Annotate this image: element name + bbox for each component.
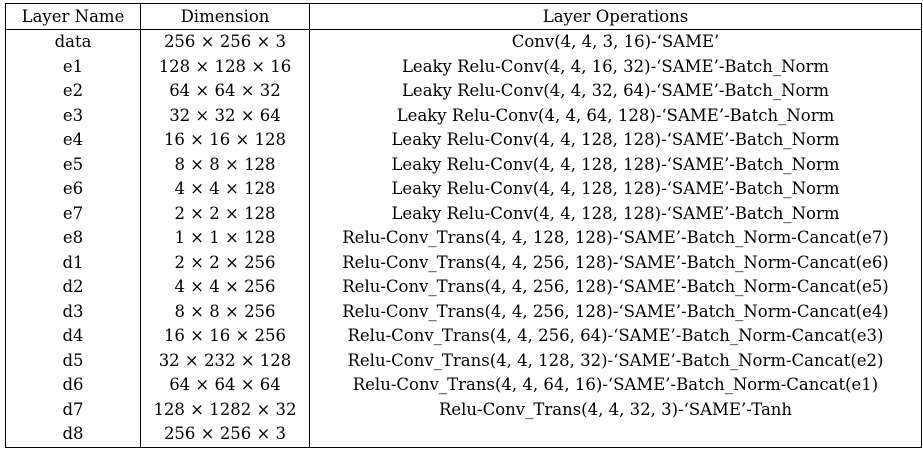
layer-operations-cell: Relu-Conv_Trans(4, 4, 128, 128)-‘SAME’-B… xyxy=(309,226,922,251)
dimension-cell: 64 × 64 × 32 xyxy=(140,79,310,104)
layer-name-cell: e3 xyxy=(5,103,141,128)
dimension-cell: 32 × 232 × 128 xyxy=(140,348,310,373)
layer-name-cell: data xyxy=(5,29,141,55)
dimension-cell: 128 × 1282 × 32 xyxy=(140,397,310,422)
layer-name-cell: e4 xyxy=(5,128,141,153)
table-row: e1 128 × 128 × 16 Leaky Relu-Conv(4, 4, 16… xyxy=(5,54,922,79)
table-row: d7 128 × 1282 × 32 Relu-Conv_Trans(4, 4, 3… xyxy=(5,397,922,422)
dimension-cell: 32 × 32 × 64 xyxy=(140,103,310,128)
layer-operations-cell: Leaky Relu-Conv(4, 4, 16, 32)-‘SAME’-Bat… xyxy=(309,54,922,79)
layer-operations-cell: Relu-Conv_Trans(4, 4, 256, 128)-‘SAME’-B… xyxy=(309,299,922,324)
table-body: data 256 × 256 × 3 Conv(4, 4, 3, 16)-‘SAME… xyxy=(5,29,922,448)
layer-operations-cell: Relu-Conv_Trans(4, 4, 64, 16)-‘SAME’-Bat… xyxy=(309,373,922,398)
table-row: d6 64 × 64 × 64 Relu-Conv_Trans(4, 4, 64, … xyxy=(5,373,922,398)
table-row: data 256 × 256 × 3 Conv(4, 4, 3, 16)-‘SAME… xyxy=(5,29,922,55)
layer-operations-cell: Leaky Relu-Conv(4, 4, 128, 128)-‘SAME’-B… xyxy=(309,177,922,202)
dimension-cell: 8 × 8 × 256 xyxy=(140,299,310,324)
layer-name-cell: e7 xyxy=(5,201,141,226)
layer-operations-cell: Relu-Conv_Trans(4, 4, 256, 128)-‘SAME’-B… xyxy=(309,250,922,275)
header-layer-operations: Layer Operations xyxy=(309,3,922,30)
dimension-cell: 8 × 8 × 128 xyxy=(140,152,310,177)
dimension-cell: 2 × 2 × 128 xyxy=(140,201,310,226)
table-row: e2 64 × 64 × 32 Leaky Relu-Conv(4, 4, 32, … xyxy=(5,79,922,104)
dimension-cell: 1 × 1 × 128 xyxy=(140,226,310,251)
layer-name-cell: e8 xyxy=(5,226,141,251)
layer-operations-cell: Leaky Relu-Conv(4, 4, 128, 128)-‘SAME’-B… xyxy=(309,152,922,177)
table-row: e4 16 × 16 × 128 Leaky Relu-Conv(4, 4, 128… xyxy=(5,128,922,153)
layer-name-cell: d6 xyxy=(5,373,141,398)
layer-table-container: Layer Name Dimension Layer Operations da… xyxy=(5,3,922,448)
dimension-cell: 4 × 4 × 128 xyxy=(140,177,310,202)
layer-name-cell: e1 xyxy=(5,54,141,79)
layer-name-cell: e5 xyxy=(5,152,141,177)
dimension-cell: 16 × 16 × 256 xyxy=(140,324,310,349)
table-row: e7 2 × 2 × 128 Leaky Relu-Conv(4, 4, 128, … xyxy=(5,201,922,226)
table-row: d1 2 × 2 × 256 Relu-Conv_Trans(4, 4, 256, … xyxy=(5,250,922,275)
layer-name-cell: d1 xyxy=(5,250,141,275)
layer-name-cell: e6 xyxy=(5,177,141,202)
dimension-cell: 4 × 4 × 256 xyxy=(140,275,310,300)
table-row: e6 4 × 4 × 128 Leaky Relu-Conv(4, 4, 128, … xyxy=(5,177,922,202)
table-row: d4 16 × 16 × 256 Relu-Conv_Trans(4, 4, 256… xyxy=(5,324,922,349)
dimension-cell: 64 × 64 × 64 xyxy=(140,373,310,398)
table-row: d8 256 × 256 × 3 xyxy=(5,422,922,448)
layer-name-cell: d3 xyxy=(5,299,141,324)
dimension-cell: 16 × 16 × 128 xyxy=(140,128,310,153)
layer-operations-cell: Relu-Conv_Trans(4, 4, 256, 64)-‘SAME’-Ba… xyxy=(309,324,922,349)
layer-operations-cell: Relu-Conv_Trans(4, 4, 128, 32)-‘SAME’-Ba… xyxy=(309,348,922,373)
header-dimension: Dimension xyxy=(140,3,310,30)
table-row: e3 32 × 32 × 64 Leaky Relu-Conv(4, 4, 64, … xyxy=(5,103,922,128)
table-row: d3 8 × 8 × 256 Relu-Conv_Trans(4, 4, 256, … xyxy=(5,299,922,324)
table-row: d5 32 × 232 × 128 Relu-Conv_Trans(4, 4, 12… xyxy=(5,348,922,373)
dimension-cell: 256 × 256 × 3 xyxy=(140,29,310,55)
layer-operations-cell: Leaky Relu-Conv(4, 4, 64, 128)-‘SAME’-Ba… xyxy=(309,103,922,128)
layer-operations-cell: Relu-Conv_Trans(4, 4, 32, 3)-‘SAME’-Tanh xyxy=(309,397,922,422)
layer-name-cell: d7 xyxy=(5,397,141,422)
dimension-cell: 2 × 2 × 256 xyxy=(140,250,310,275)
header-layer-name: Layer Name xyxy=(5,3,141,30)
layer-table: Layer Name Dimension Layer Operations da… xyxy=(5,3,922,448)
dimension-cell: 256 × 256 × 3 xyxy=(140,422,310,448)
layer-operations-cell: Leaky Relu-Conv(4, 4, 32, 64)-‘SAME’-Bat… xyxy=(309,79,922,104)
layer-name-cell: d2 xyxy=(5,275,141,300)
layer-name-cell: d5 xyxy=(5,348,141,373)
layer-operations-cell: Leaky Relu-Conv(4, 4, 128, 128)-‘SAME’-B… xyxy=(309,201,922,226)
layer-name-cell: d4 xyxy=(5,324,141,349)
table-row: e5 8 × 8 × 128 Leaky Relu-Conv(4, 4, 128, … xyxy=(5,152,922,177)
dimension-cell: 128 × 128 × 16 xyxy=(140,54,310,79)
layer-name-cell: d8 xyxy=(5,422,141,448)
table-row: e8 1 × 1 × 128 Relu-Conv_Trans(4, 4, 128, … xyxy=(5,226,922,251)
header-row: Layer Name Dimension Layer Operations xyxy=(5,3,922,30)
layer-operations-cell xyxy=(309,422,922,448)
layer-operations-cell: Leaky Relu-Conv(4, 4, 128, 128)-‘SAME’-B… xyxy=(309,128,922,153)
layer-operations-cell: Conv(4, 4, 3, 16)-‘SAME’ xyxy=(309,29,922,55)
table-row: d2 4 × 4 × 256 Relu-Conv_Trans(4, 4, 256, … xyxy=(5,275,922,300)
layer-name-cell: e2 xyxy=(5,79,141,104)
layer-operations-cell: Relu-Conv_Trans(4, 4, 256, 128)-‘SAME’-B… xyxy=(309,275,922,300)
